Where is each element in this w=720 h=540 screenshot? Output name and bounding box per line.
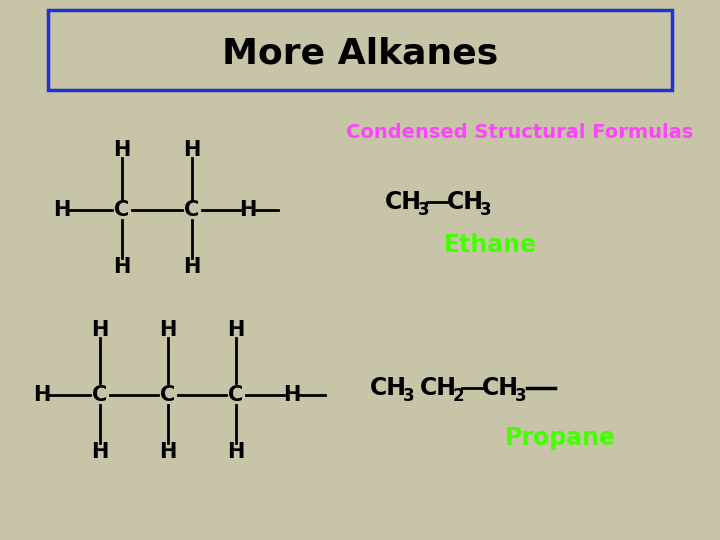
Text: H: H [113, 140, 131, 160]
Text: H: H [239, 200, 257, 220]
Text: C: C [228, 385, 243, 405]
Text: H: H [159, 320, 176, 340]
Text: Propane: Propane [505, 426, 616, 450]
Text: Condensed Structural Formulas: Condensed Structural Formulas [346, 123, 693, 141]
Text: C: C [92, 385, 107, 405]
Text: CH: CH [447, 190, 484, 214]
Text: 3: 3 [515, 387, 526, 405]
Text: 3: 3 [403, 387, 415, 405]
Text: H: H [91, 442, 109, 462]
FancyBboxPatch shape [48, 10, 672, 90]
Text: H: H [159, 442, 176, 462]
Text: 2: 2 [453, 387, 464, 405]
Text: CH: CH [420, 376, 457, 400]
Text: 3: 3 [480, 201, 492, 219]
Text: CH: CH [385, 190, 422, 214]
Text: CH: CH [370, 376, 407, 400]
Text: 3: 3 [418, 201, 430, 219]
Text: H: H [91, 320, 109, 340]
Text: H: H [184, 140, 201, 160]
Text: H: H [283, 385, 301, 405]
Text: CH: CH [482, 376, 519, 400]
Text: C: C [114, 200, 130, 220]
Text: H: H [228, 442, 245, 462]
Text: H: H [184, 257, 201, 277]
Text: C: C [184, 200, 199, 220]
Text: H: H [113, 257, 131, 277]
Text: More Alkanes: More Alkanes [222, 37, 498, 71]
Text: C: C [161, 385, 176, 405]
Text: H: H [228, 320, 245, 340]
Text: H: H [53, 200, 71, 220]
Text: H: H [33, 385, 50, 405]
Text: Ethane: Ethane [444, 233, 536, 257]
